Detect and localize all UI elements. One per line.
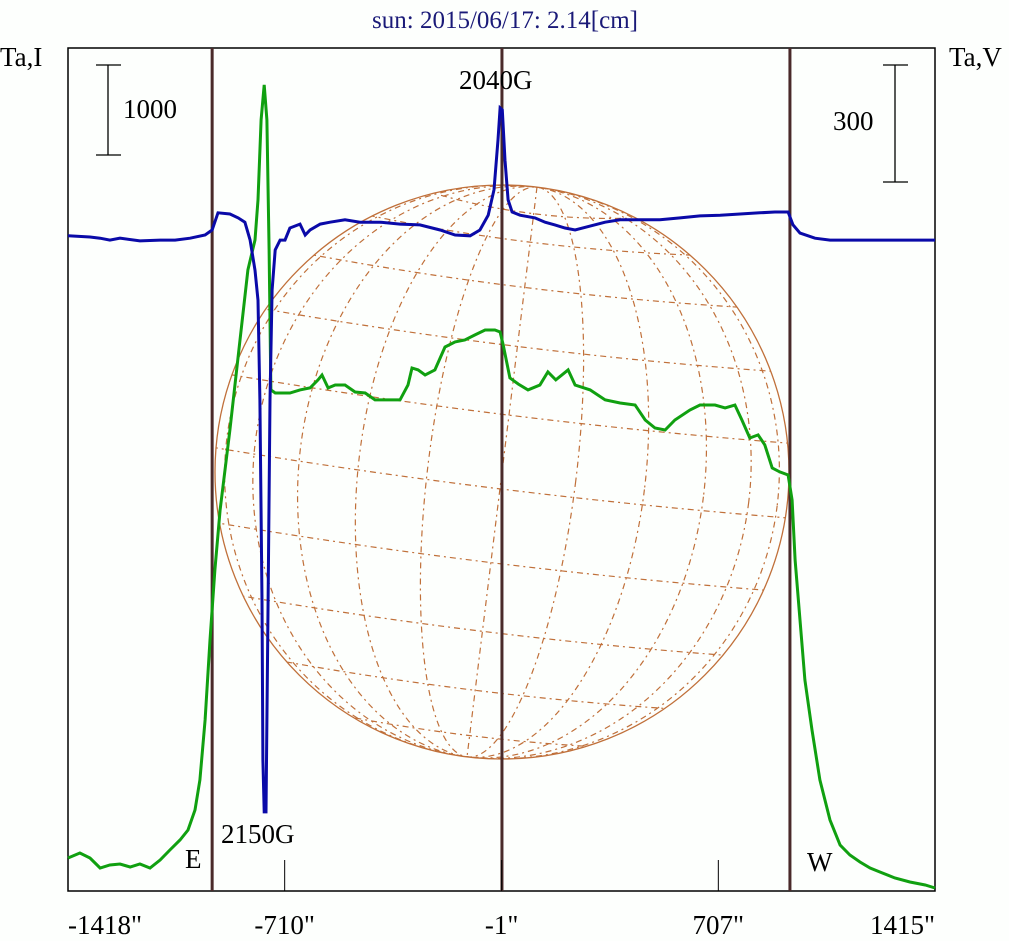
x-tick-label: -1418" <box>68 910 142 940</box>
x-tick-label: 1415" <box>870 910 935 940</box>
scale-bar-i <box>96 64 121 156</box>
parallel-line <box>216 591 750 658</box>
y-label-left: Ta,I <box>0 42 42 72</box>
scale-bar-v-label: 300 <box>833 106 874 136</box>
series-i-line <box>67 84 936 890</box>
parallel-line <box>440 194 629 220</box>
series-v-line <box>67 104 935 814</box>
parallel-line <box>254 655 698 712</box>
annotation-west: W <box>807 847 833 877</box>
parallel-line <box>215 518 787 593</box>
scale-bar-v <box>883 64 908 183</box>
x-tick-label: -710" <box>254 910 315 940</box>
parallel-line <box>215 443 789 520</box>
scale-bar-i-label: 1000 <box>123 94 177 124</box>
annotation-east: E <box>185 844 202 874</box>
chart-title: sun: 2015/06/17: 2.14[cm] <box>372 7 638 34</box>
parallel-line <box>251 306 785 373</box>
x-tick-label: -1" <box>485 910 519 940</box>
annotation-2040g: 2040G <box>459 65 533 95</box>
parallel-line <box>215 371 789 446</box>
annotation-2150g: 2150G <box>221 819 295 849</box>
parallel-line <box>304 252 747 309</box>
y-label-right: Ta,V <box>949 42 1002 72</box>
x-tick-label: 707" <box>693 910 745 940</box>
